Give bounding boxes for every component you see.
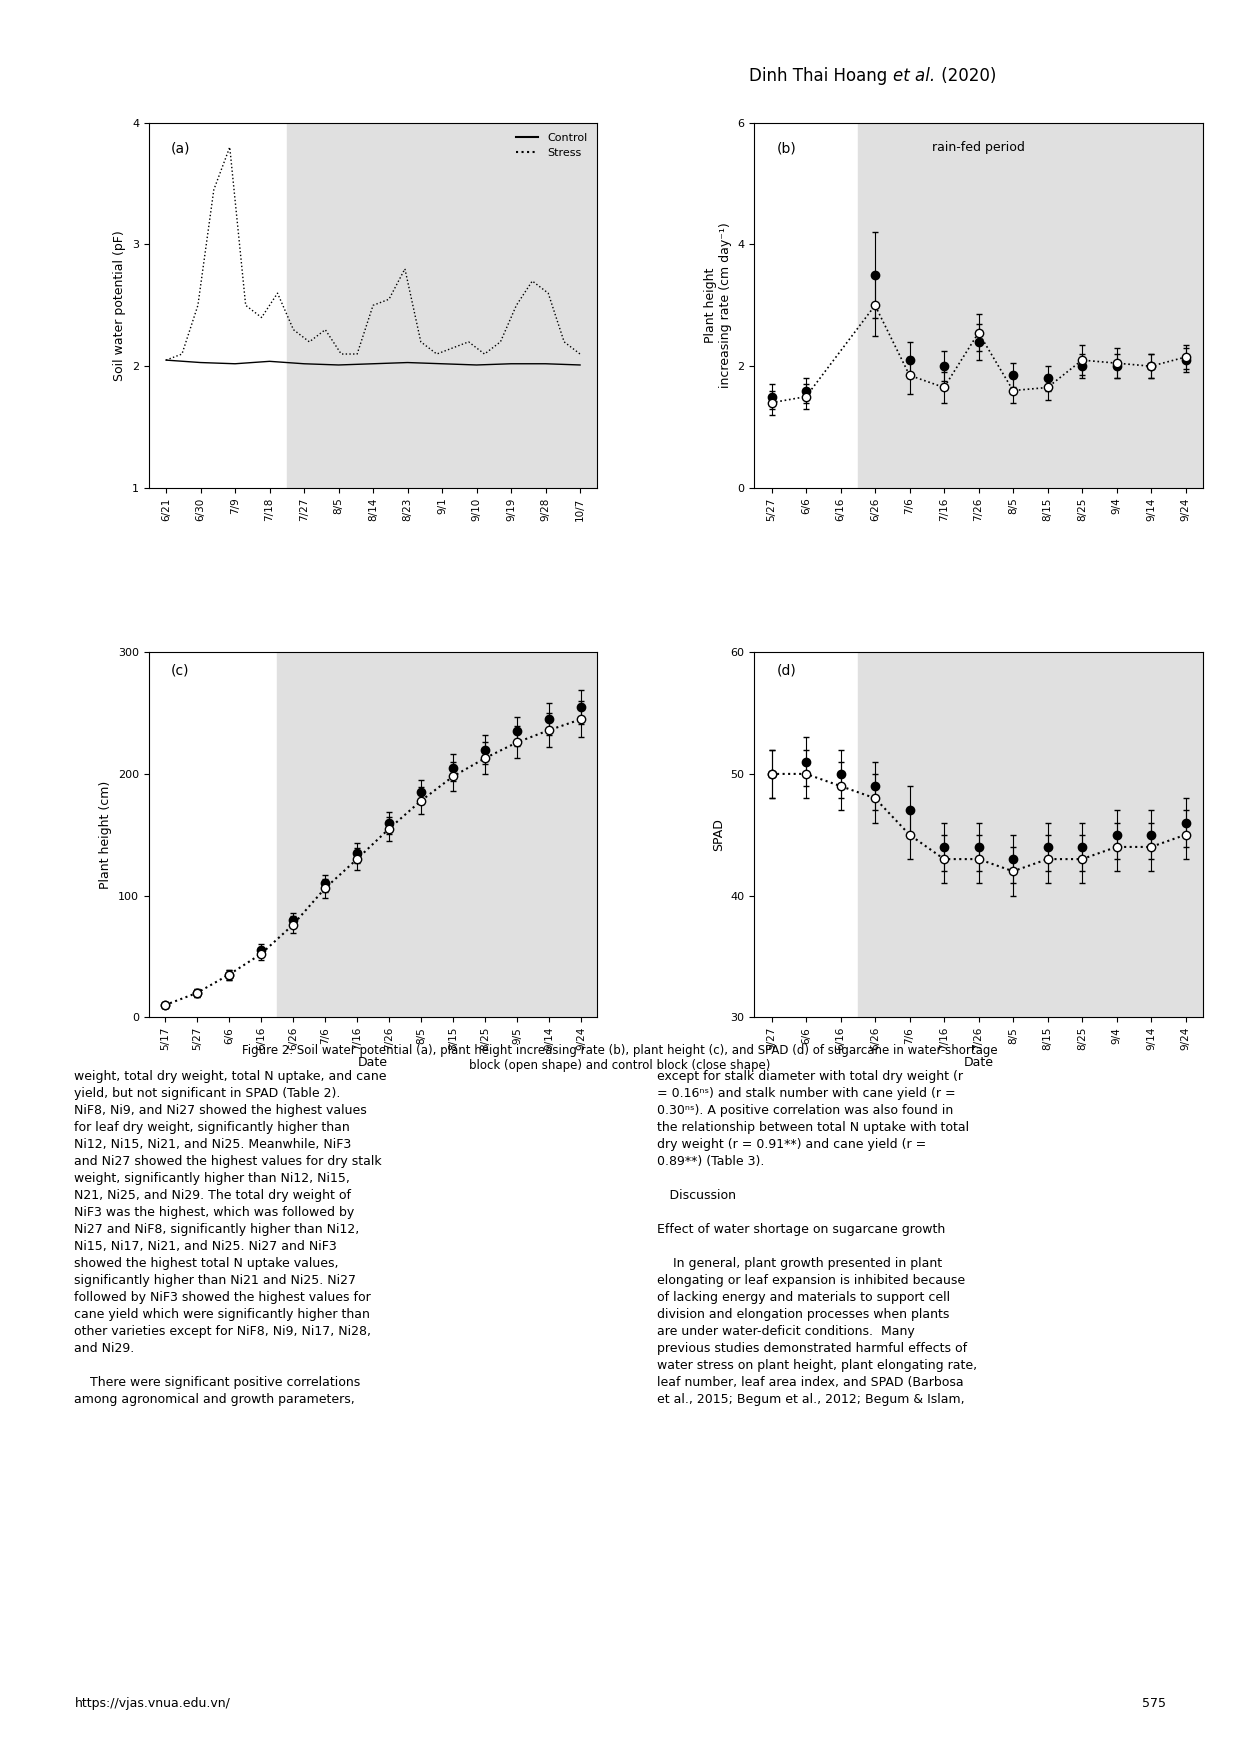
Stress (191, 295, 206, 316)
Stress (429, 344, 444, 365)
Stress (445, 337, 460, 358)
Control (401, 353, 415, 374)
Control (193, 353, 208, 374)
Control (228, 353, 243, 374)
Bar (286, 123, 598, 488)
Text: rain-fed period: rain-fed period (932, 140, 1025, 154)
Y-axis label: Plant height (cm): Plant height (cm) (99, 781, 113, 889)
Stress (175, 344, 190, 365)
Y-axis label: Soil water potential (pF): Soil water potential (pF) (113, 230, 126, 381)
Bar (858, 123, 1203, 488)
Stress (334, 344, 348, 365)
Stress (350, 344, 365, 365)
Control (503, 353, 518, 374)
Stress (525, 270, 539, 291)
Y-axis label: Plant height
increasing rate (cm day⁻¹): Plant height increasing rate (cm day⁻¹) (704, 223, 732, 388)
Text: et al.: et al. (893, 67, 935, 84)
Stress (366, 295, 381, 316)
Stress (301, 332, 316, 353)
Control (573, 354, 588, 375)
Stress (461, 332, 476, 353)
Stress (238, 295, 253, 316)
Stress (254, 307, 269, 328)
Line: Control: Control (166, 360, 580, 365)
Y-axis label: SPAD: SPAD (712, 819, 725, 851)
Text: (c): (c) (171, 663, 190, 677)
Bar (277, 652, 598, 1017)
Control (434, 353, 449, 374)
Text: except for stalk diameter with total dry weight (r
= 0.16ⁿˢ) and stalk number wi: except for stalk diameter with total dry… (657, 1070, 977, 1407)
Stress (382, 289, 397, 310)
Stress (541, 282, 556, 303)
Legend: Control, Stress: Control, Stress (512, 128, 591, 163)
X-axis label: Date: Date (358, 1056, 388, 1068)
Stress (398, 258, 413, 279)
Text: (2020): (2020) (936, 67, 997, 84)
Stress (508, 295, 523, 316)
Control (469, 354, 484, 375)
X-axis label: Date: Date (963, 1056, 993, 1068)
Control (159, 349, 174, 370)
Stress (317, 319, 332, 340)
Control (538, 353, 553, 374)
Text: (d): (d) (776, 663, 796, 677)
Control (331, 354, 346, 375)
Text: https://vjas.vnua.edu.vn/: https://vjas.vnua.edu.vn/ (74, 1698, 231, 1710)
Bar (858, 652, 1203, 1017)
Stress (206, 179, 221, 200)
Control (262, 351, 277, 372)
Line: Stress: Stress (166, 147, 580, 360)
Stress (270, 282, 285, 303)
Control (366, 353, 381, 374)
Stress (557, 332, 572, 353)
Text: Dinh Thai Hoang: Dinh Thai Hoang (749, 67, 893, 84)
Stress (573, 344, 588, 365)
Stress (222, 137, 237, 158)
Text: weight, total dry weight, total N uptake, and cane
yield, but not significant in: weight, total dry weight, total N uptake… (74, 1070, 387, 1407)
Text: 575: 575 (1142, 1698, 1166, 1710)
Text: Figure 2. Soil water potential (a), plant height increasing rate (b), plant heig: Figure 2. Soil water potential (a), plan… (242, 1044, 998, 1072)
Stress (286, 319, 301, 340)
Stress (413, 332, 428, 353)
Stress (494, 332, 508, 353)
Text: (b): (b) (776, 140, 796, 154)
Text: (a): (a) (171, 140, 191, 154)
Control (296, 353, 311, 374)
Stress (477, 344, 492, 365)
Stress (159, 349, 174, 370)
